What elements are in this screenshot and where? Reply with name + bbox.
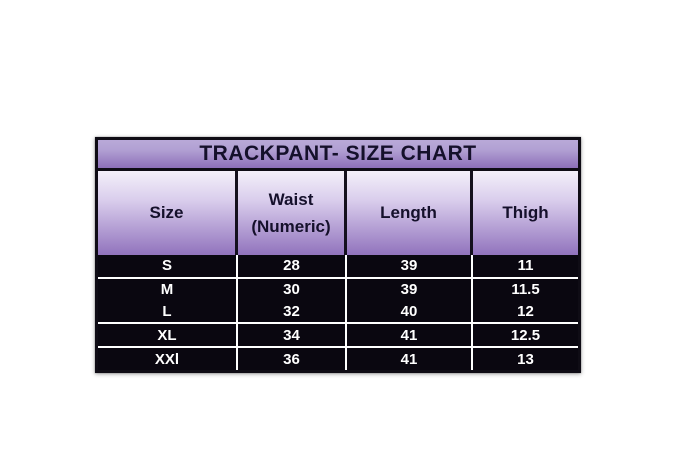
cell-thigh: 12: [517, 302, 534, 320]
cell-size: S: [98, 255, 238, 277]
header-row: Size Waist (Numeric) Length Thigh: [98, 171, 578, 255]
cell-waist: 30: [238, 278, 347, 301]
cell-length: 39: [347, 278, 473, 301]
table-row: XXl 36 41 13: [98, 348, 578, 370]
column-header-length: Length: [347, 171, 473, 255]
cell-length: 39: [347, 255, 473, 277]
column-header-thigh: Thigh: [502, 203, 549, 223]
cell-waist: 34: [238, 324, 347, 347]
size-chart-table: TRACKPANT- SIZE CHART Size Waist (Numeri…: [95, 137, 581, 373]
cell-thigh: 11: [517, 257, 534, 275]
cell-thigh: 11.5: [511, 281, 540, 299]
cell-waist: 32: [238, 300, 347, 323]
cell-thigh: 13: [517, 350, 534, 368]
cell-length: 40: [347, 300, 473, 323]
column-header-waist: Waist (Numeric): [238, 171, 347, 255]
cell-size: XXl: [98, 348, 238, 370]
cell-thigh: 12.5: [510, 326, 541, 344]
table-row: L 32 40 12: [98, 300, 578, 325]
table-row: XL 34 41 12.5: [98, 324, 578, 349]
cell-waist: 36: [238, 348, 347, 370]
cell-waist: 28: [238, 255, 347, 277]
chart-title: TRACKPANT- SIZE CHART: [98, 140, 578, 171]
cell-size: XL: [98, 324, 238, 347]
column-header-size: Size: [98, 171, 238, 255]
table-row: M 30 39 11.5: [98, 278, 578, 301]
cell-length: 41: [347, 348, 473, 370]
cell-length: 41: [347, 324, 473, 347]
cell-size: M: [98, 278, 238, 301]
table-row: S 28 39 11: [98, 255, 578, 279]
cell-size: L: [98, 300, 238, 323]
table-body: S 28 39 11 M 30 39 11.5 L 32 40 12 XL 34…: [98, 255, 578, 370]
